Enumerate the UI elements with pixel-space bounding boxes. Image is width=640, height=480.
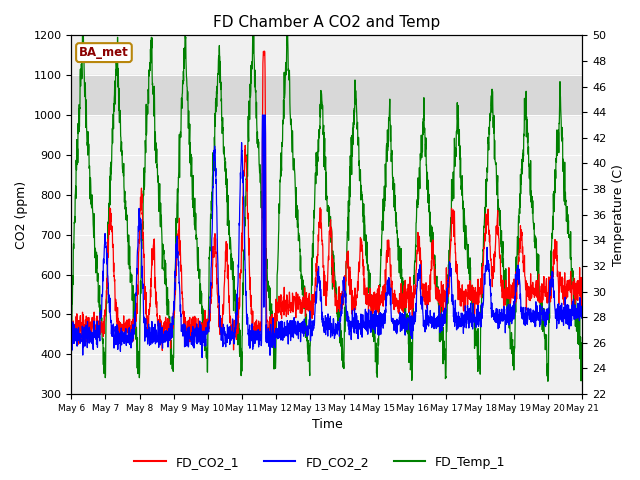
- X-axis label: Time: Time: [312, 419, 342, 432]
- Y-axis label: Temperature (C): Temperature (C): [612, 164, 625, 265]
- Title: FD Chamber A CO2 and Temp: FD Chamber A CO2 and Temp: [213, 15, 440, 30]
- Text: BA_met: BA_met: [79, 46, 129, 59]
- Y-axis label: CO2 (ppm): CO2 (ppm): [15, 180, 28, 249]
- Bar: [72, 75, 582, 115]
- Legend: FD_CO2_1, FD_CO2_2, FD_Temp_1: FD_CO2_1, FD_CO2_2, FD_Temp_1: [129, 451, 511, 474]
